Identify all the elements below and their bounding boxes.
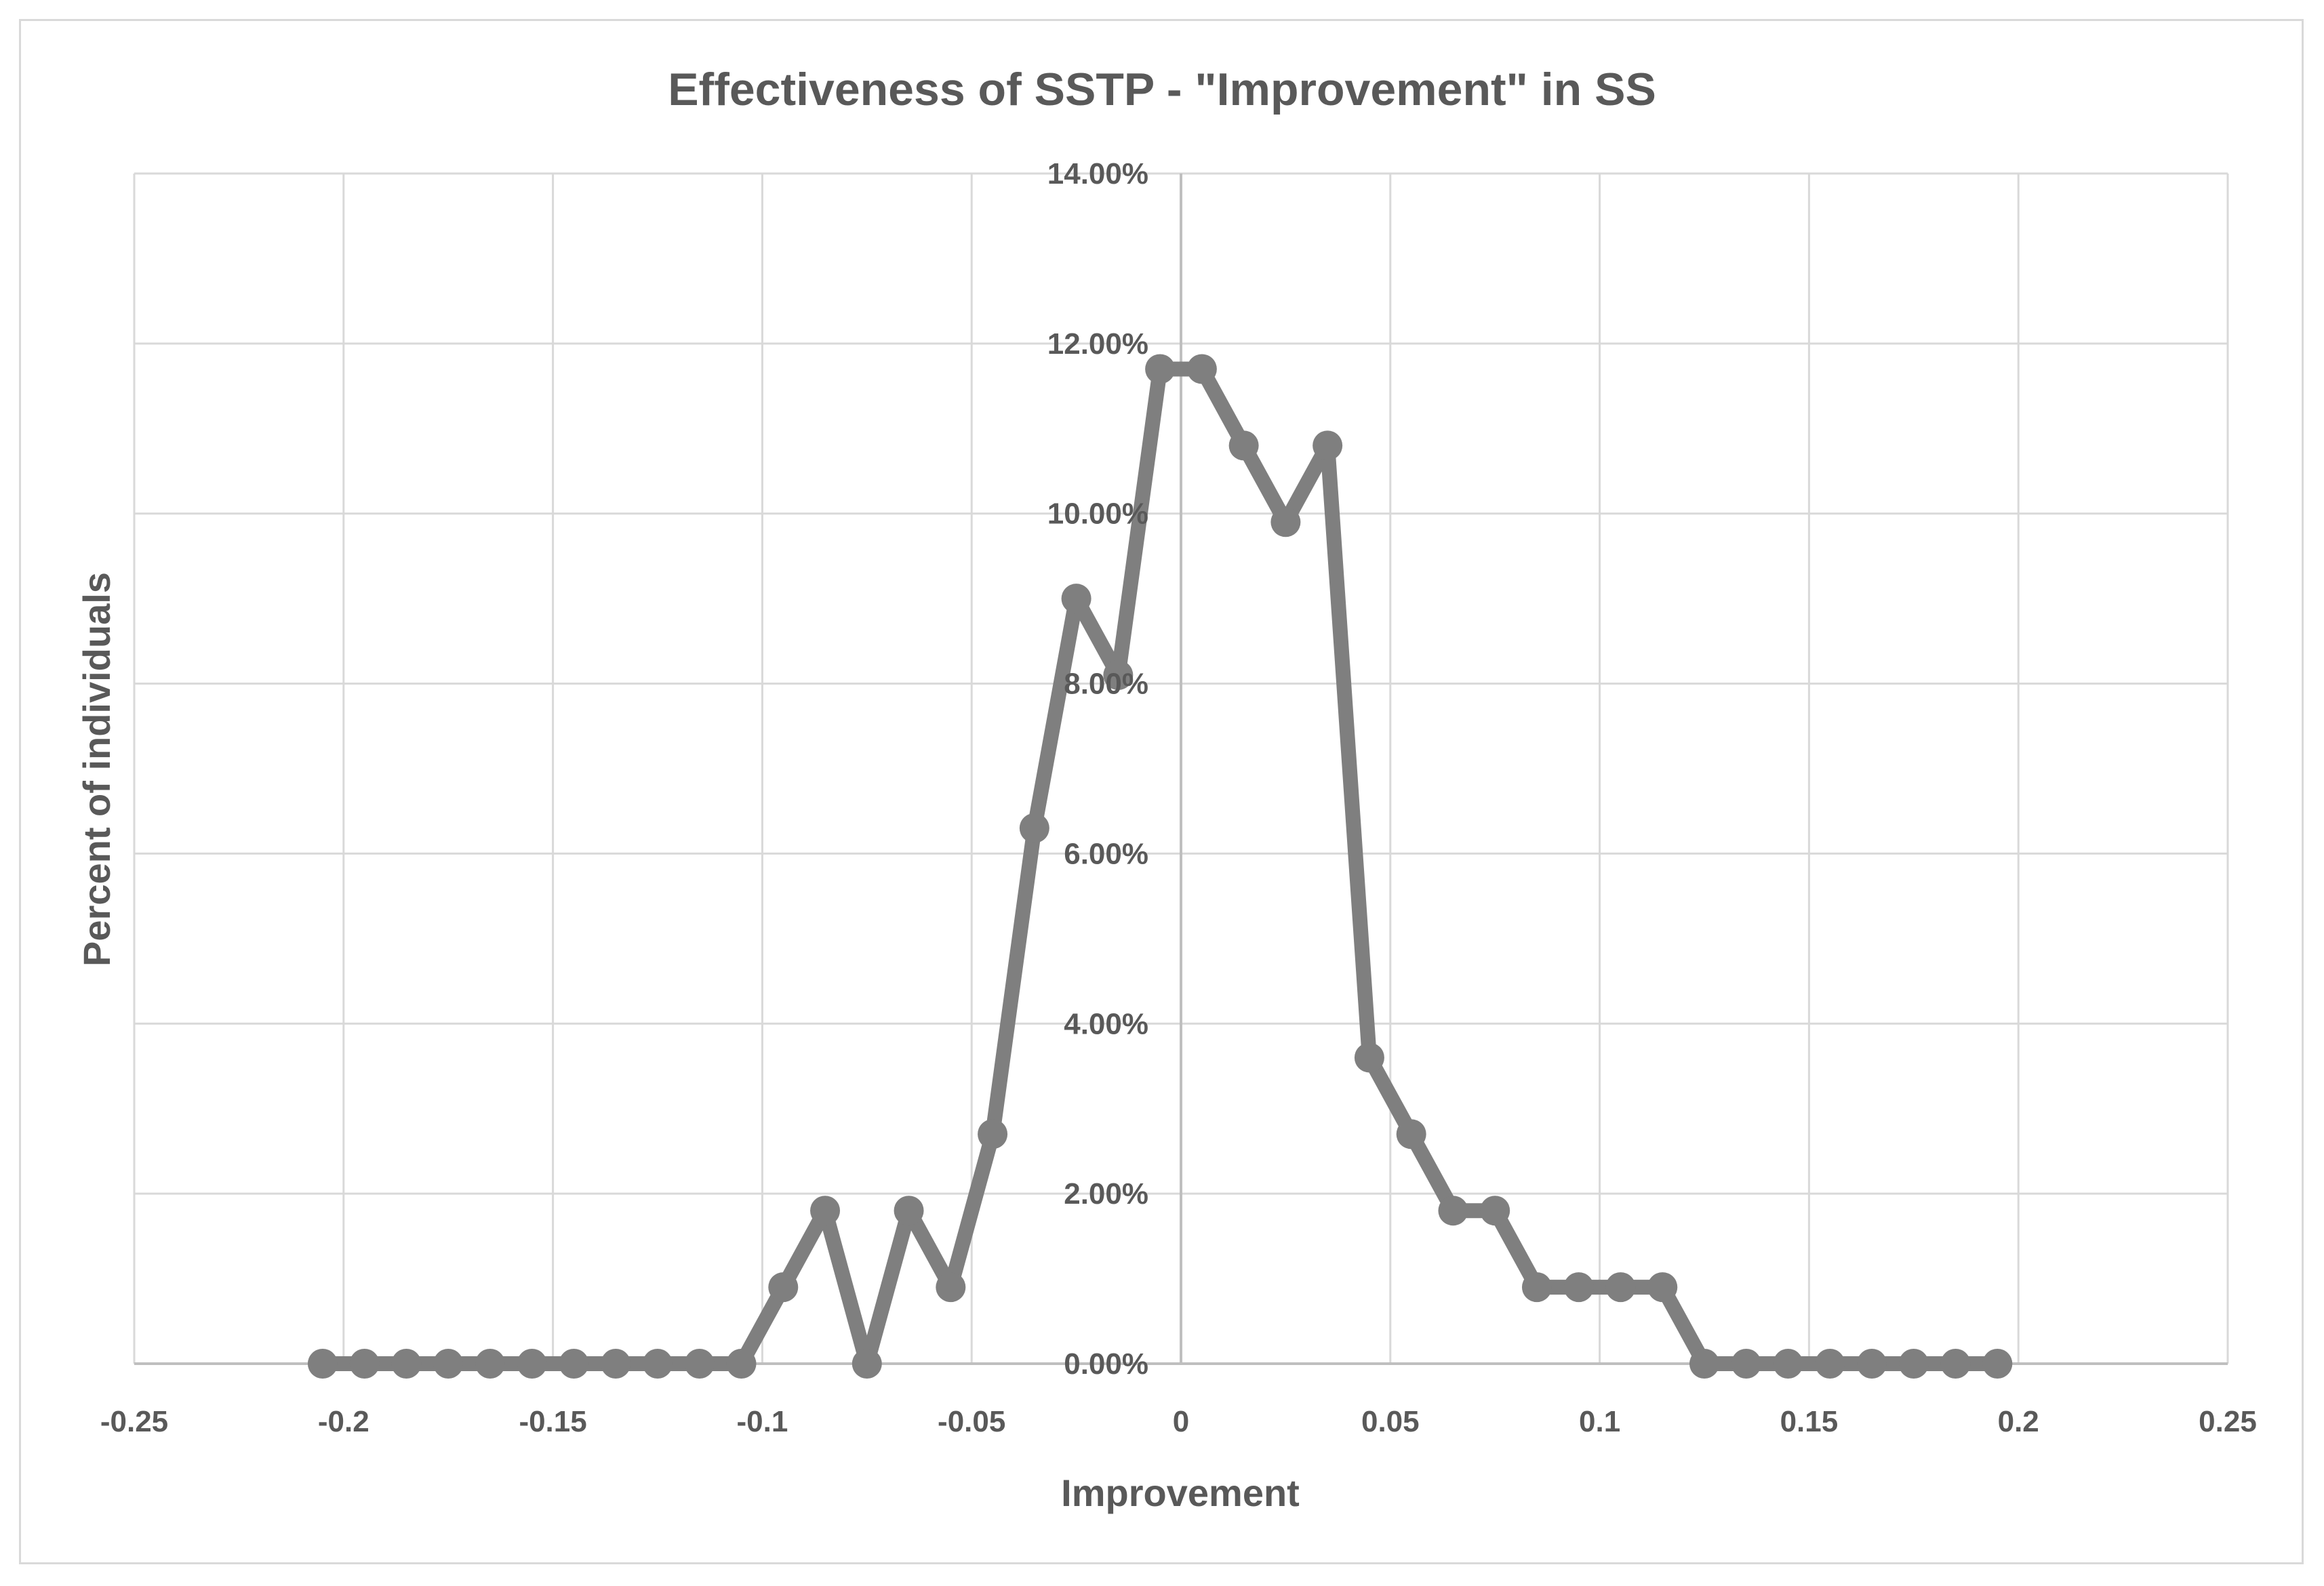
data-point xyxy=(1228,430,1259,461)
data-point xyxy=(1019,813,1049,843)
data-point xyxy=(810,1196,841,1226)
x-tick-label: -0.15 xyxy=(519,1405,586,1438)
data-point xyxy=(1898,1349,1929,1379)
data-point xyxy=(1731,1349,1761,1379)
data-point xyxy=(391,1349,422,1379)
tick-labels: -0.25 -0.2 -0.15 -0.1 -0.05 0 0.05 0.1 0.15 0.2 0.… xyxy=(100,157,2257,1438)
data-point xyxy=(1815,1349,1845,1379)
data-point xyxy=(1270,507,1301,537)
x-tick-label: -0.1 xyxy=(736,1405,788,1438)
data-point xyxy=(1480,1196,1510,1226)
data-point xyxy=(1145,354,1176,384)
data-point xyxy=(475,1349,505,1379)
y-tick-label: 14.00% xyxy=(1047,157,1148,190)
data-point xyxy=(978,1119,1008,1150)
chart-title: Effectiveness of SSTP - "Improvement" in… xyxy=(668,64,1656,115)
y-axis-title: Percent of individuals xyxy=(75,572,118,967)
data-point xyxy=(559,1349,589,1379)
series-layer xyxy=(307,354,2013,1379)
y-tick-label: 8.00% xyxy=(1064,668,1148,701)
data-point xyxy=(1773,1349,1803,1379)
data-point xyxy=(1438,1196,1468,1226)
data-point xyxy=(1103,660,1134,691)
x-tick-label: 0.1 xyxy=(1579,1405,1620,1438)
gridlines xyxy=(133,172,2229,1365)
data-point xyxy=(433,1349,464,1379)
data-point xyxy=(643,1349,673,1379)
y-tick-label: 10.00% xyxy=(1047,497,1148,531)
data-point xyxy=(1186,354,1217,384)
x-tick-label: 0.25 xyxy=(2199,1405,2257,1438)
x-tick-label: 0.2 xyxy=(1998,1405,2039,1438)
x-tick-label: -0.05 xyxy=(938,1405,1005,1438)
x-tick-label: -0.25 xyxy=(100,1405,168,1438)
data-point xyxy=(1605,1272,1636,1303)
data-point xyxy=(1857,1349,1887,1379)
data-point xyxy=(768,1272,799,1303)
x-tick-label: 0.15 xyxy=(1780,1405,1839,1438)
x-tick-label: -0.2 xyxy=(318,1405,369,1438)
data-point xyxy=(601,1349,631,1379)
data-point xyxy=(1313,430,1343,461)
x-tick-label: 0 xyxy=(1173,1405,1189,1438)
data-point xyxy=(1982,1349,2013,1379)
series-line xyxy=(315,361,2005,1371)
data-point xyxy=(307,1349,338,1379)
data-point xyxy=(1521,1272,1552,1303)
data-point xyxy=(1689,1349,1719,1379)
x-axis-title: Improvement xyxy=(1061,1471,1300,1514)
data-point xyxy=(1647,1272,1678,1303)
chart-frame xyxy=(19,19,2304,1564)
y-tick-label: 2.00% xyxy=(1064,1177,1148,1211)
y-tick-label: 0.00% xyxy=(1064,1347,1148,1381)
y-tick-label: 12.00% xyxy=(1047,327,1148,361)
data-point xyxy=(1563,1272,1594,1303)
data-point xyxy=(684,1349,715,1379)
y-tick-label: 4.00% xyxy=(1064,1007,1148,1040)
data-point xyxy=(1940,1349,1971,1379)
data-point xyxy=(852,1349,882,1379)
data-point xyxy=(1396,1119,1426,1150)
data-point xyxy=(1061,584,1091,614)
data-point xyxy=(517,1349,547,1379)
y-tick-label: 6.00% xyxy=(1064,837,1148,870)
data-point xyxy=(1354,1042,1384,1073)
data-point xyxy=(894,1196,924,1226)
data-point xyxy=(936,1272,966,1303)
x-tick-label: 0.05 xyxy=(1361,1405,1420,1438)
data-point xyxy=(726,1349,757,1379)
data-point xyxy=(349,1349,380,1379)
